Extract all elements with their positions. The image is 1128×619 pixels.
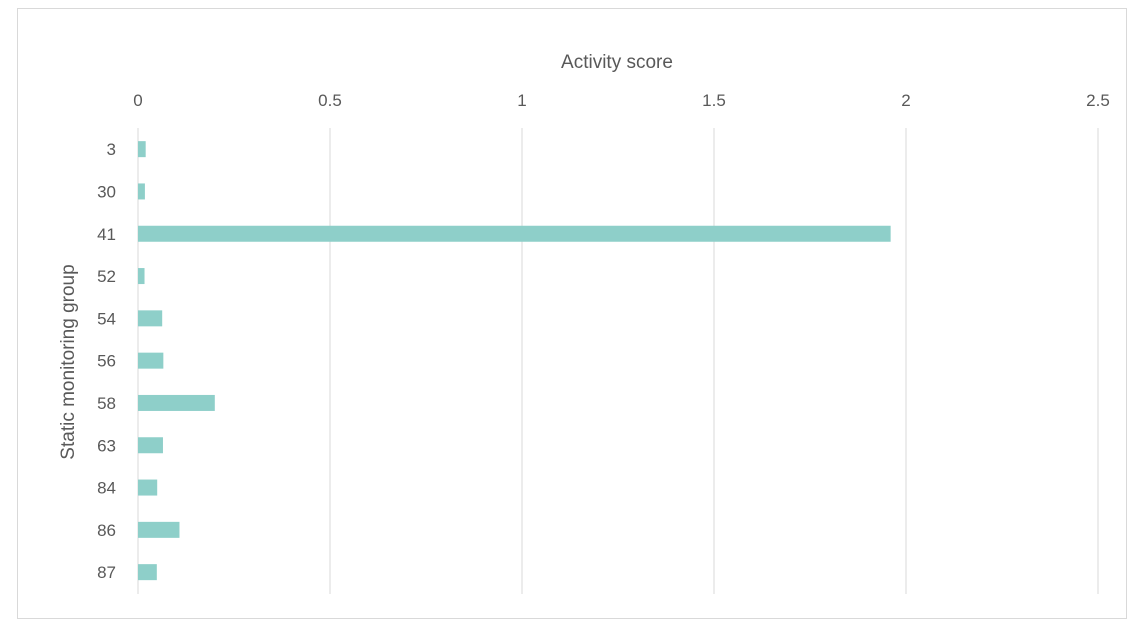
chart-area	[17, 8, 1127, 619]
bar-54	[138, 310, 163, 327]
x-tick-label: 2.5	[1086, 91, 1110, 110]
y-tick-label: 58	[97, 394, 116, 413]
bar-52	[138, 268, 145, 285]
y-tick-label: 52	[97, 267, 116, 286]
x-tick-labels: 0 0.5 1 1.5 2 2.5	[133, 91, 1110, 110]
y-tick-label: 87	[97, 563, 116, 582]
y-tick-labels: 3 30 41 52 54 56 58 63 84 86 87	[97, 140, 116, 582]
y-tick-label: 3	[107, 140, 116, 159]
bars	[138, 141, 891, 581]
y-tick-label: 54	[97, 309, 116, 328]
x-tick-label: 1.5	[702, 91, 726, 110]
bar-41	[138, 225, 891, 242]
x-tick-label: 0.5	[318, 91, 342, 110]
y-tick-label: 30	[97, 182, 116, 201]
x-tick-label: 0	[133, 91, 142, 110]
bar-63	[138, 437, 163, 454]
y-tick-label: 63	[97, 436, 116, 455]
x-tick-label: 1	[517, 91, 526, 110]
bar-30	[138, 183, 145, 200]
bar-3	[138, 141, 146, 158]
y-tick-label: 41	[97, 225, 116, 244]
bar-86	[138, 521, 180, 538]
y-axis-title: Static monitoring group	[58, 264, 79, 459]
gridlines	[137, 128, 1099, 594]
bar-87	[138, 564, 157, 581]
bar-56	[138, 352, 164, 369]
x-axis-title: Activity score	[561, 52, 673, 73]
y-tick-label: 56	[97, 352, 116, 371]
y-tick-label: 86	[97, 521, 116, 540]
bar-58	[138, 394, 215, 411]
y-tick-label: 84	[97, 479, 116, 498]
bar-84	[138, 479, 158, 496]
x-tick-label: 2	[901, 91, 910, 110]
